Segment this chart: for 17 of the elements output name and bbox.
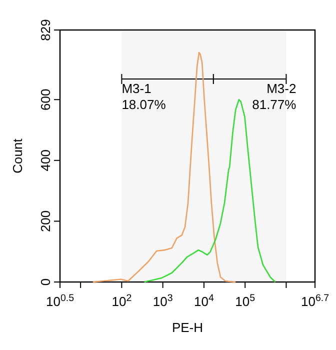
x-tick-label: 10$^{3}$ — [152, 292, 173, 309]
x-tick-label: 10$^{4}$ — [194, 292, 214, 309]
x-tick-label: 10$^{2}$ — [112, 292, 132, 309]
y-axis-title: Count — [10, 138, 25, 174]
annotation: 18.07% — [122, 97, 166, 112]
y-tick-label: 829 — [38, 19, 53, 41]
x-axis-title: PE-H — [172, 320, 204, 335]
band-label: M3-1 — [122, 81, 152, 96]
y-tick-label: 0 — [38, 278, 53, 286]
x-tick-label: 10$^{0.5}$ — [46, 292, 75, 309]
y-tick-label: 400 — [38, 150, 53, 172]
y-tick-label: 600 — [38, 88, 53, 110]
annotation: 81.77% — [252, 97, 297, 112]
x-tick-label: 10$^{6.7}$ — [300, 292, 330, 309]
y-tick-label: 200 — [38, 210, 53, 232]
band-label: M3-2 — [266, 81, 296, 96]
x-tick-label: 10$^{5}$ — [235, 292, 256, 309]
